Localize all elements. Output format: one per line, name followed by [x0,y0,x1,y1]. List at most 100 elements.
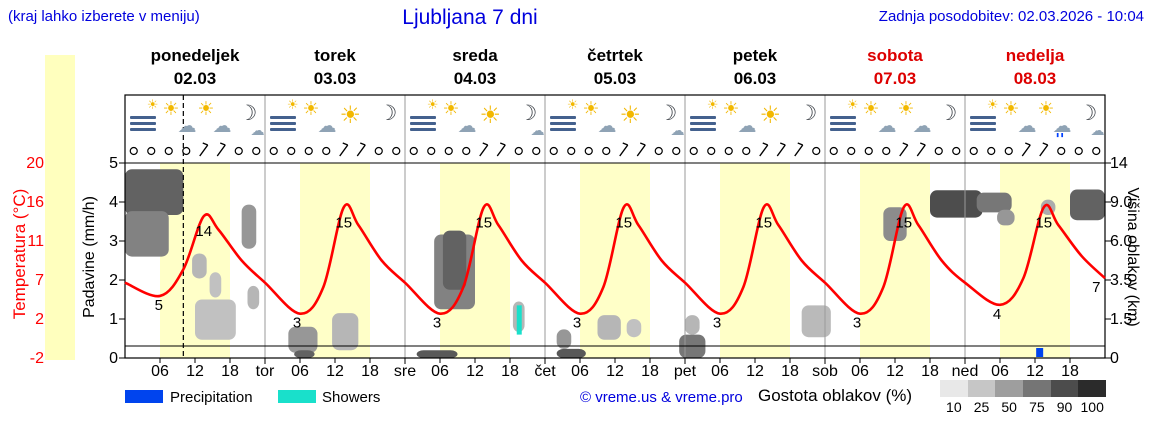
fog-icon [689,116,716,134]
day-name: sreda [452,46,498,65]
fog-sun-weather-icon: ☀ [827,98,859,140]
sun-weather-icon: ☀ [477,100,509,140]
hour-label: 06 [711,363,729,380]
cloud-blob [997,209,1015,226]
wind-barb-icon [619,142,629,157]
cloud-icon: ☁ [1017,115,1037,137]
calm-wind-icon [1057,146,1066,156]
x-axis: 06 12 18 tor 06 12 18 sre 06 12 18 čet 06 12 18 pet 06 12… [151,358,1079,380]
sun-icon: ☀ [162,98,180,120]
calm-wind-icon [287,146,296,156]
cloud-blob [192,253,207,279]
calm-wind-icon [952,146,961,156]
calm-wind-icon [1004,146,1013,156]
day-name: petek [732,46,778,65]
sun-cloud-weather-icon: ☀ ☁ [302,100,337,140]
calm-wind-icon [409,146,418,156]
moon-cloud-weather-icon: ☽ ☁ [652,100,685,140]
fog-icon [829,116,856,134]
cloud-blob [294,350,315,358]
sun-icon: ☀ [582,98,600,120]
sun-icon: ☀ [846,98,859,113]
sun-cloud-weather-icon: ☀ ☁ [722,100,757,140]
hour-label: 18 [1061,363,1079,380]
hour-label: 06 [431,363,449,380]
moon-cloud-weather-icon: ☽ ☁ [232,100,265,140]
density-scale-tick: 50 [1001,399,1017,415]
cloud-blob [416,350,458,358]
cloud-blob [125,211,169,257]
sun-icon: ☀ [619,101,642,129]
sun-weather-icon: ☀ [617,100,649,140]
hour-label: 06 [991,363,1009,380]
temp-tick-label: 20 [26,155,44,172]
sun-cloud-weather-icon: ☀ ☁ [862,100,897,140]
temperature-scale-strip [45,55,75,360]
density-scale-segment [1023,380,1051,397]
daytime-band [1000,163,1070,358]
cloud-icon: ☁ [530,123,545,139]
calm-wind-icon [742,146,751,156]
day-date: 02.03 [173,69,217,88]
cloud-tick-label: 14 [1110,155,1128,172]
cloud-blob [597,315,621,340]
cloud-tick-label: 0 [1110,350,1119,367]
precipitation-swatch [125,390,163,403]
wind-barb-icon [479,142,489,157]
sun-icon: ☀ [286,98,299,113]
temp-min-label: 3 [293,315,301,332]
hour-label: 18 [221,363,239,380]
cloud-blob [1070,189,1105,221]
calm-wind-icon [427,146,436,156]
sun-icon: ☀ [339,101,362,129]
wind-barb-icon [794,142,804,157]
cloud-blob [195,299,236,340]
precip-tick-label: 1 [109,311,118,328]
calm-wind-icon [584,146,593,156]
cloud-icon: ☁ [177,115,197,137]
wind-barb-icon [199,142,209,157]
cloud-tick-label: 1.5 [1110,311,1132,328]
day-name: četrtek [587,46,643,65]
temp-max-label: 15 [895,214,912,231]
hour-label: 12 [606,363,624,380]
cloud-blob [209,272,222,298]
cloud-blob [241,204,257,249]
calm-wind-icon [812,146,821,156]
day-abbr-label: čet [534,363,556,380]
wind-barb-icon [636,142,646,157]
cloud-blob [626,319,642,338]
wind-barb-icon [216,142,226,157]
density-scale-segment [940,380,968,397]
showers-mark [516,305,522,335]
density-scale-segment [1078,380,1107,397]
hour-label: 18 [921,363,939,380]
moon-weather-icon: ☽ [372,100,404,140]
fog-sun-weather-icon: ☀ [687,99,719,140]
wind-barb-icon [1039,142,1049,157]
sun-icon: ☀ [986,98,999,113]
menu-hint: (kraj lahko izberete v meniju) [8,8,200,25]
cloud-height-axis-label: Višina oblakov (km) [1124,187,1141,327]
temp-max-label: 15 [1035,214,1052,231]
cloud-blob [685,315,700,335]
calm-wind-icon [374,146,383,156]
hour-label: 12 [886,363,904,380]
cloud-icon: ☁ [1052,115,1072,137]
cloud-cover-blobs [125,169,1105,358]
density-scale-segment [1050,380,1079,397]
temp-max-label: 15 [335,214,352,231]
sun-cloud-weather-icon: ☀ ☁ [162,98,197,140]
temp-tick-label: 16 [26,194,44,211]
calm-wind-icon [987,146,996,156]
fog-sun-weather-icon: ☀ [127,99,159,140]
moon-icon: ☽ [378,101,398,125]
cloud-blob [556,348,586,358]
cloud-blob [332,313,359,351]
density-scale-tick: 75 [1029,399,1045,415]
copyright-link[interactable]: © vreme.us & vreme.pro [580,389,743,406]
day-date: 05.03 [593,69,637,88]
showers-swatch [278,390,316,403]
calm-wind-icon [532,146,541,156]
